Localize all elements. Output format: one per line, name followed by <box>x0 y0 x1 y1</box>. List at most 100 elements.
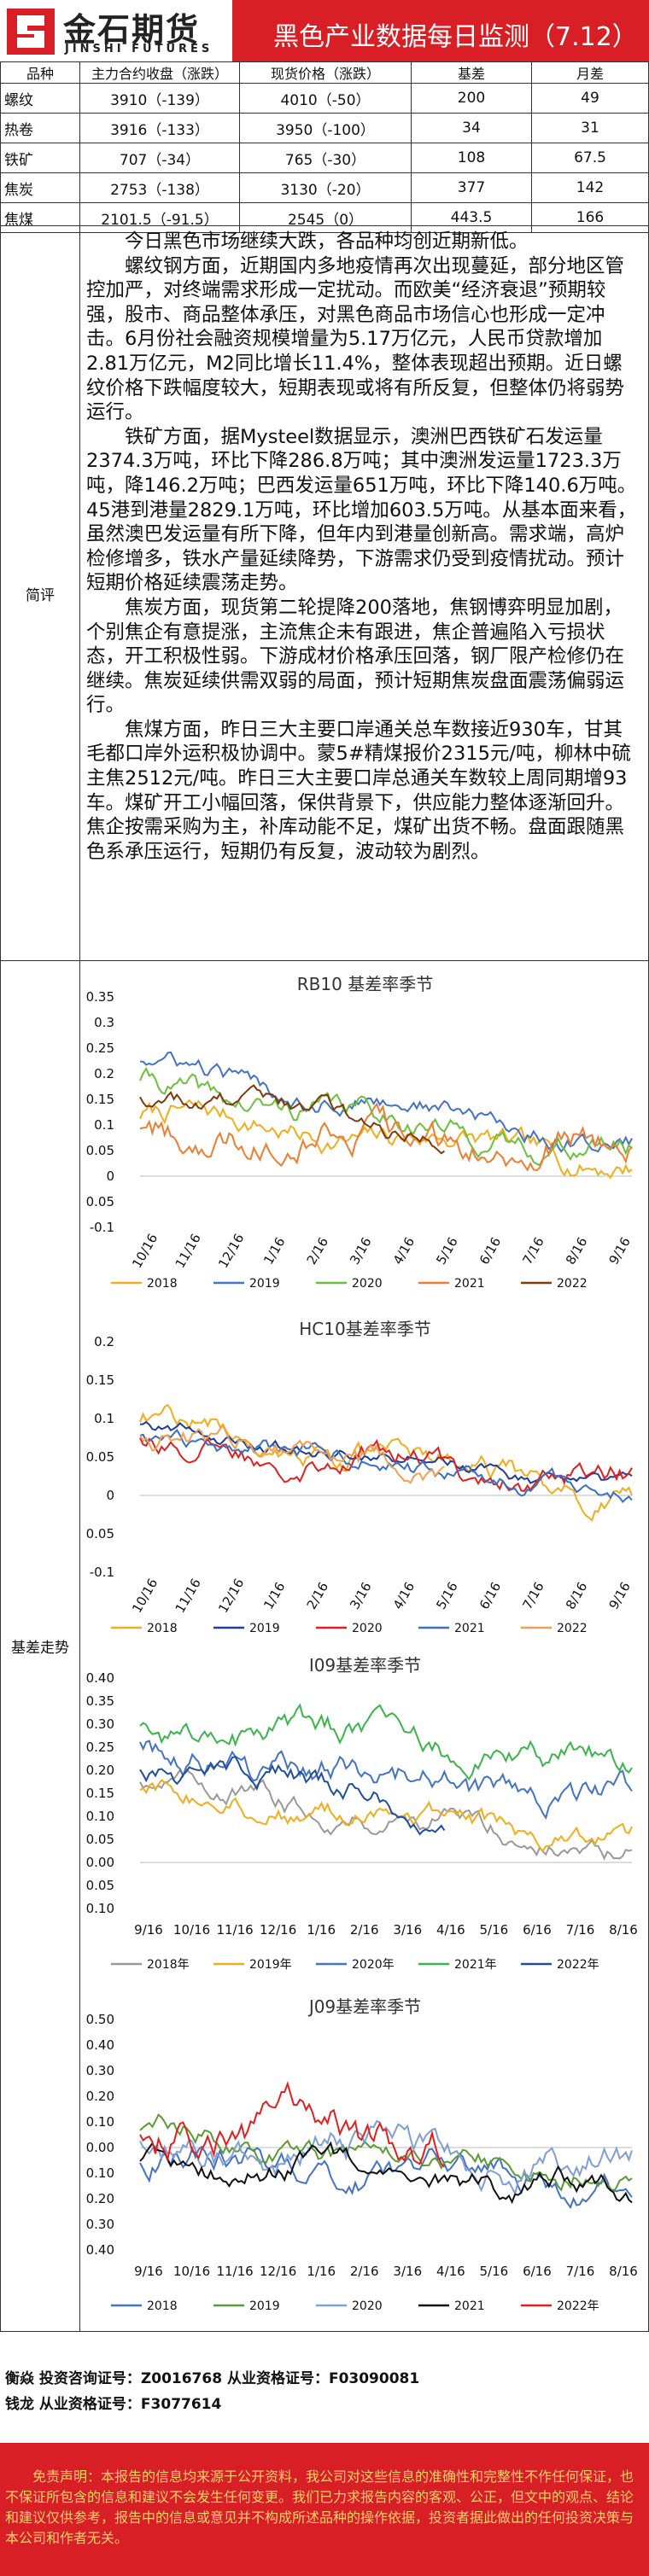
x-tick-label: 11/16 <box>172 1231 204 1270</box>
review-paragraph-rebar: 螺纹钢方面，近期国内多地疫情再次出现蔓延，部分地区管控加严，对终端需求形成一定扰… <box>86 254 625 424</box>
table-cell: 108 <box>411 143 532 173</box>
y-tick-label: -0.1 <box>90 1220 114 1235</box>
table-cell: 2753（-138） <box>79 172 240 203</box>
x-tick-label: 10/16 <box>129 1576 161 1615</box>
series-line <box>139 1779 633 1853</box>
x-tick-label: 9/16 <box>134 1922 163 1938</box>
table-cell: 3910（-139） <box>79 83 240 114</box>
x-tick-label: 2/16 <box>350 1922 379 1938</box>
x-tick-label: 2/16 <box>304 1234 331 1267</box>
table-cell: 4010（-50） <box>239 83 412 114</box>
x-tick-label: 5/16 <box>480 1922 509 1938</box>
series-line <box>139 2119 633 2196</box>
hc10-basis-chart: HC10基差率季节 0.2 0.15 0.1 0.05 0 -0.05 -0.1 10/16 11… <box>85 1316 645 1649</box>
series-line <box>139 1420 633 1484</box>
rb10-chart-svg: RB10 基差率季节 0.35 0.3 0.25 0.2 0.15 0.1 0.05 0 -0.0… <box>85 974 634 1291</box>
x-tick-label: 6/16 <box>523 1922 552 1938</box>
y-tick-label: 0.2 <box>94 1066 114 1081</box>
table-row-coke: 焦炭 2753（-138） 3130（-20） 377 142 <box>0 172 649 203</box>
series-line <box>139 1403 633 1522</box>
series-line <box>139 1428 633 1503</box>
x-tick-label: 4/16 <box>390 1579 418 1611</box>
table-cell: 3916（-133） <box>79 113 240 143</box>
y-tick-label: 0 <box>106 1488 114 1503</box>
review-section: 简评 今日黑色市场继续大跌，各品种均创近期新低。 螺纹钢方面，近期国内多地疫情再… <box>0 225 649 961</box>
x-tick-label: 5/16 <box>433 1579 460 1611</box>
y-tick-label: 0.15 <box>86 1786 114 1801</box>
legend-label: 2018 <box>147 1622 178 1635</box>
legend-label: 2021 <box>454 1277 485 1291</box>
logo-english-name: JINSHI FUTURES <box>65 43 213 55</box>
y-tick-label: 0.25 <box>86 1040 114 1056</box>
x-tick-label: 11/16 <box>172 1576 204 1615</box>
table-cell: 热卷 <box>0 113 80 143</box>
x-tick-label: 3/16 <box>347 1579 374 1611</box>
table-row-rebar: 螺纹 3910（-139） 4010（-50） 200 49 <box>0 83 649 114</box>
author-info: 衡焱 投资咨询证号：Z0016768 从业资格证号：F03090081 钱龙 从… <box>5 2366 419 2417</box>
y-tick-label: 0.1 <box>94 1411 114 1426</box>
series-line <box>139 1084 445 1155</box>
table-row-hot-coil: 热卷 3916（-133） 3950（-100） 34 31 <box>0 113 649 143</box>
table-cell: 166 <box>531 202 649 233</box>
table-cell: 铁矿 <box>0 143 80 173</box>
j09-chart-svg: J09基差率季节 0.50 0.40 0.30 0.20 0.10 0.00 -0.10 -0.… <box>85 1996 638 2313</box>
y-tick-label: 0.10 <box>86 1809 114 1824</box>
table-cell: 67.5 <box>531 143 649 173</box>
legend-label: 2022年 <box>557 2299 599 2313</box>
y-tick-label: 0.05 <box>86 1449 114 1465</box>
x-tick-label: 9/16 <box>605 1579 633 1611</box>
legend-label: 2020年 <box>352 1958 395 1972</box>
column-header-futures-close: 主力合约收盘（涨跌） <box>79 61 240 84</box>
x-tick-label: 1/16 <box>307 2264 336 2279</box>
table-cell: 3130（-20） <box>239 172 412 203</box>
x-tick-label: 7/16 <box>519 1234 547 1267</box>
legend-label: 2020 <box>352 1622 383 1635</box>
y-tick-label: 0.30 <box>86 1716 114 1732</box>
y-tick-label: 0.25 <box>86 1740 114 1755</box>
x-tick-label: 3/16 <box>393 2264 422 2279</box>
table-cell: 765（-30） <box>239 143 412 173</box>
disclaimer: 免责声明：本报告的信息均来源于公开资料，我公司对这些信息的准确性和完整性不作任何… <box>0 2443 649 2576</box>
x-tick-label: 1/16 <box>260 1234 288 1267</box>
author-qianlong: 钱龙 从业资格证号：F3077614 <box>5 2396 222 2413</box>
legend-label: 2019年 <box>249 1958 292 1972</box>
y-tick-label: -0.30 <box>85 2217 114 2232</box>
x-tick-label: 7/16 <box>566 1922 595 1938</box>
legend-label: 2022 <box>557 1277 588 1291</box>
i09-chart-svg: I09基差率季节 0.40 0.35 0.30 0.25 0.20 0.15 0.10 0.05… <box>85 1655 638 1972</box>
legend-label: 2020 <box>352 2299 383 2313</box>
logo-chinese-name: 金石期货 <box>63 11 201 49</box>
legend-label: 2022 <box>557 1622 588 1635</box>
series-line <box>139 2081 446 2168</box>
legend-label: 2021 <box>454 2299 485 2313</box>
y-tick-label: -0.40 <box>85 2242 114 2258</box>
y-tick-label: -0.05 <box>85 1878 114 1893</box>
y-tick-label: -0.05 <box>85 1526 114 1542</box>
table-cell: 49 <box>531 83 649 114</box>
x-tick-label: 8/16 <box>609 1922 638 1938</box>
table-cell: 200 <box>411 83 532 114</box>
y-tick-label: 0.2 <box>94 1334 114 1349</box>
series-line <box>139 1424 445 1484</box>
legend-label: 2022年 <box>557 1958 599 1972</box>
table-cell: 377 <box>411 172 532 203</box>
y-tick-label: 0.3 <box>94 1015 114 1030</box>
legend-label: 2021年 <box>454 1958 497 1972</box>
x-tick-label: 8/16 <box>609 2264 638 2279</box>
column-header-month-spread: 月差 <box>531 61 649 84</box>
series-line <box>139 2141 633 2205</box>
series-line <box>139 1099 633 1180</box>
x-tick-label: 12/16 <box>260 2264 296 2279</box>
price-table: 品种 主力合约收盘（涨跌） 现货价格（涨跌） 基差 月差 螺纹 3910（-13… <box>0 61 649 233</box>
x-tick-label: 2/16 <box>304 1579 331 1611</box>
j09-basis-chart: J09基差率季节 0.50 0.40 0.30 0.20 0.10 0.00 -0.10 -0.… <box>85 1994 645 2327</box>
y-tick-label: -0.10 <box>85 1901 114 1916</box>
y-tick-label: -0.1 <box>90 1565 114 1580</box>
series-line <box>139 1703 633 1781</box>
y-tick-label: 0.15 <box>86 1373 114 1388</box>
x-tick-label: 4/16 <box>436 1922 465 1938</box>
x-tick-label: 6/16 <box>477 1234 504 1267</box>
y-tick-label: -0.20 <box>85 2191 114 2206</box>
x-tick-label: 9/16 <box>605 1234 633 1267</box>
